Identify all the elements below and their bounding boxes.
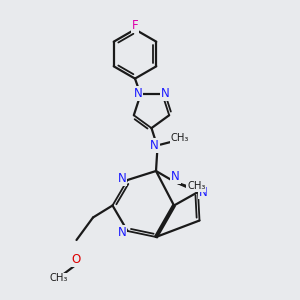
Text: O: O: [72, 253, 81, 266]
Text: N: N: [134, 87, 142, 100]
Text: N: N: [199, 185, 208, 199]
Text: N: N: [118, 226, 127, 239]
Text: F: F: [132, 19, 138, 32]
Text: N: N: [118, 172, 127, 185]
Text: N: N: [160, 87, 169, 100]
Text: N: N: [150, 139, 159, 152]
Text: N: N: [171, 169, 180, 183]
Text: CH₃: CH₃: [171, 133, 189, 143]
Text: CH₃: CH₃: [49, 273, 68, 284]
Text: CH₃: CH₃: [187, 181, 206, 191]
